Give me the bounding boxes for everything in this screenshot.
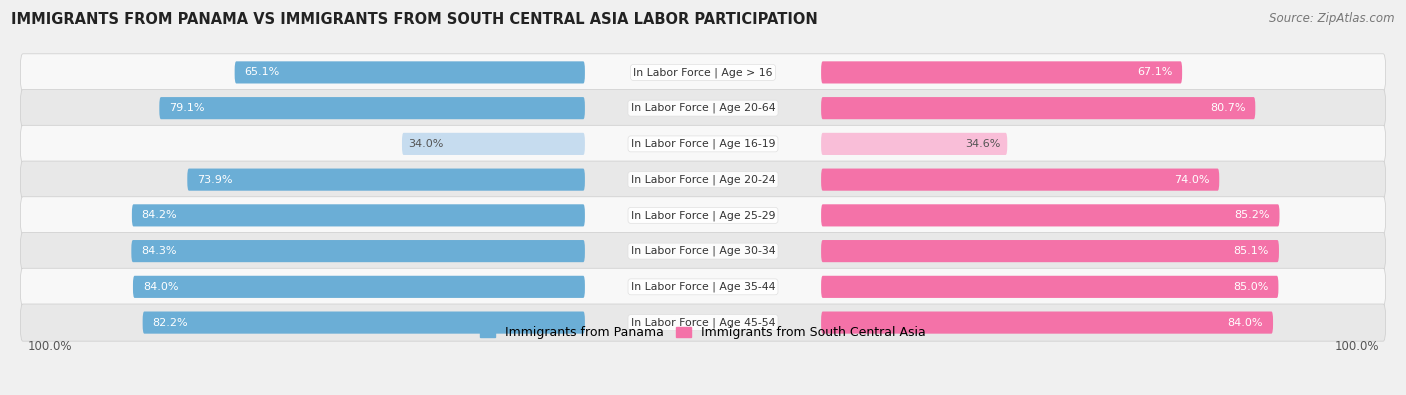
- Text: 74.0%: 74.0%: [1174, 175, 1209, 184]
- FancyBboxPatch shape: [21, 268, 1385, 305]
- FancyBboxPatch shape: [821, 204, 1279, 226]
- FancyBboxPatch shape: [142, 312, 585, 334]
- FancyBboxPatch shape: [159, 97, 585, 119]
- Text: 65.1%: 65.1%: [245, 68, 280, 77]
- Text: 100.0%: 100.0%: [1334, 340, 1379, 354]
- FancyBboxPatch shape: [21, 161, 1385, 198]
- Text: In Labor Force | Age 16-19: In Labor Force | Age 16-19: [631, 139, 775, 149]
- FancyBboxPatch shape: [131, 240, 585, 262]
- FancyBboxPatch shape: [402, 133, 585, 155]
- FancyBboxPatch shape: [821, 276, 1278, 298]
- Text: 34.6%: 34.6%: [966, 139, 1001, 149]
- FancyBboxPatch shape: [21, 54, 1385, 91]
- Text: In Labor Force | Age 45-54: In Labor Force | Age 45-54: [631, 317, 775, 328]
- Text: 85.2%: 85.2%: [1234, 211, 1270, 220]
- Text: 79.1%: 79.1%: [169, 103, 205, 113]
- Text: 85.1%: 85.1%: [1233, 246, 1270, 256]
- Text: In Labor Force | Age 35-44: In Labor Force | Age 35-44: [631, 282, 775, 292]
- Text: In Labor Force | Age 25-29: In Labor Force | Age 25-29: [631, 210, 775, 221]
- FancyBboxPatch shape: [21, 90, 1385, 127]
- Text: 100.0%: 100.0%: [27, 340, 72, 354]
- Text: 67.1%: 67.1%: [1137, 68, 1173, 77]
- Legend: Immigrants from Panama, Immigrants from South Central Asia: Immigrants from Panama, Immigrants from …: [475, 322, 931, 344]
- FancyBboxPatch shape: [21, 233, 1385, 270]
- Text: 84.0%: 84.0%: [143, 282, 179, 292]
- FancyBboxPatch shape: [821, 133, 1007, 155]
- Text: In Labor Force | Age > 16: In Labor Force | Age > 16: [633, 67, 773, 78]
- Text: 80.7%: 80.7%: [1211, 103, 1246, 113]
- FancyBboxPatch shape: [134, 276, 585, 298]
- Text: 82.2%: 82.2%: [152, 318, 188, 327]
- Text: 85.0%: 85.0%: [1233, 282, 1268, 292]
- FancyBboxPatch shape: [821, 169, 1219, 191]
- FancyBboxPatch shape: [235, 61, 585, 83]
- FancyBboxPatch shape: [132, 204, 585, 226]
- Text: In Labor Force | Age 20-24: In Labor Force | Age 20-24: [631, 174, 775, 185]
- FancyBboxPatch shape: [821, 97, 1256, 119]
- Text: 84.2%: 84.2%: [142, 211, 177, 220]
- FancyBboxPatch shape: [187, 169, 585, 191]
- Text: 34.0%: 34.0%: [409, 139, 444, 149]
- FancyBboxPatch shape: [821, 61, 1182, 83]
- FancyBboxPatch shape: [821, 312, 1272, 334]
- Text: 84.3%: 84.3%: [141, 246, 177, 256]
- FancyBboxPatch shape: [21, 304, 1385, 341]
- FancyBboxPatch shape: [821, 240, 1279, 262]
- Text: Source: ZipAtlas.com: Source: ZipAtlas.com: [1270, 12, 1395, 25]
- Text: 84.0%: 84.0%: [1227, 318, 1263, 327]
- FancyBboxPatch shape: [21, 125, 1385, 162]
- Text: IMMIGRANTS FROM PANAMA VS IMMIGRANTS FROM SOUTH CENTRAL ASIA LABOR PARTICIPATION: IMMIGRANTS FROM PANAMA VS IMMIGRANTS FRO…: [11, 12, 818, 27]
- Text: In Labor Force | Age 20-64: In Labor Force | Age 20-64: [631, 103, 775, 113]
- Text: 73.9%: 73.9%: [197, 175, 232, 184]
- FancyBboxPatch shape: [21, 197, 1385, 234]
- Text: In Labor Force | Age 30-34: In Labor Force | Age 30-34: [631, 246, 775, 256]
